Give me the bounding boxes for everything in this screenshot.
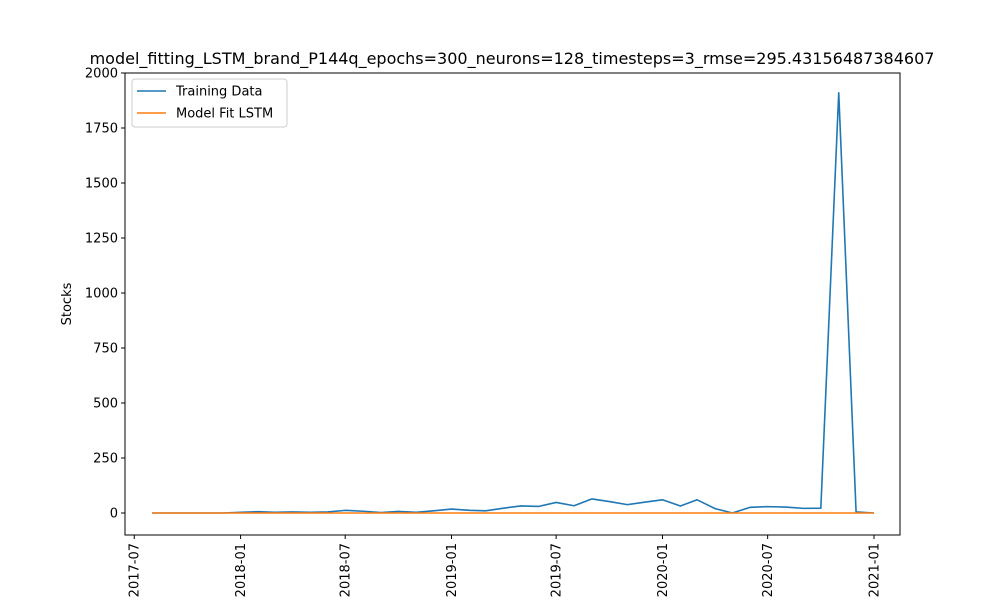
series-line-0 (152, 92, 875, 514)
legend-label: Training Data (175, 85, 262, 100)
x-tick-label: 2021-01 (867, 543, 882, 597)
chart-title: model_fitting_LSTM_brand_P144q_epochs=30… (90, 49, 935, 69)
plot-frame (124, 72, 901, 536)
legend-label: Model Fit LSTM (176, 107, 273, 122)
y-tick-label: 1750 (85, 122, 118, 137)
x-tick-label: 2018-01 (234, 543, 249, 597)
x-tick-label: 2018-07 (339, 543, 354, 597)
y-tick-label: 500 (93, 397, 118, 412)
x-tick-label: 2017-07 (128, 543, 143, 597)
y-tick-label: 1250 (85, 232, 118, 247)
y-tick-label: 250 (93, 452, 118, 467)
legend-box (131, 78, 288, 128)
plot-area: 0 250 500 750 1000 1250 1500 1750 2000 2017-07 201… (85, 67, 901, 597)
x-tick-label: 2020-01 (656, 543, 671, 597)
x-tick-label: 2019-01 (445, 543, 460, 597)
legend: Training Data Model Fit LSTM (131, 78, 288, 128)
y-tick-label: 1000 (85, 287, 118, 302)
x-tick-label: 2020-07 (761, 543, 776, 597)
y-axis-label: Stocks (60, 282, 75, 325)
y-tick-label: 1500 (85, 177, 118, 192)
x-tick-label: 2019-07 (550, 543, 565, 597)
y-tick-label: 750 (93, 342, 118, 357)
y-tick-label: 2000 (85, 67, 118, 82)
y-tick-label: 0 (110, 507, 118, 522)
